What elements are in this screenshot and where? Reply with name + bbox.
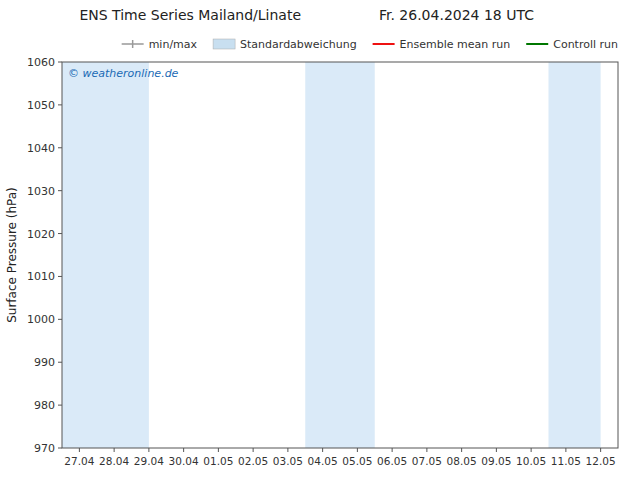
- legend: min/max Standardabweichung Ensemble mean r…: [122, 38, 618, 51]
- title: ENS Time Series Mailand/Linate: [79, 7, 301, 23]
- y-tick: [58, 362, 62, 363]
- x-tick: [565, 448, 566, 452]
- y-tick-label: 1040: [27, 142, 55, 155]
- subtitle: Fr. 26.04.2024 18 UTC: [379, 7, 534, 23]
- x-tick: [600, 448, 601, 452]
- x-tick: [531, 448, 532, 452]
- y-tick-label: 1010: [27, 270, 55, 283]
- legend-swatch: [213, 39, 235, 49]
- x-tick: [253, 448, 254, 452]
- x-tick-label: 06.05: [377, 455, 407, 467]
- legend-label: Standardabweichung: [240, 38, 357, 51]
- x-tick: [218, 448, 219, 452]
- x-tick-label: 04.05: [308, 455, 338, 467]
- x-tick: [392, 448, 393, 452]
- x-tick-label: 12.05: [586, 455, 616, 467]
- y-tick-label: 980: [34, 399, 55, 412]
- legend-label: Ensemble mean run: [400, 38, 511, 51]
- legend-swatch-band: [213, 39, 235, 49]
- y-tick-label: 1020: [27, 228, 55, 241]
- legend-item: Controll run: [526, 38, 618, 51]
- x-tick-label: 09.05: [481, 455, 511, 467]
- legend-label: Controll run: [553, 38, 618, 51]
- legend-swatch: [526, 44, 548, 45]
- y-tick: [58, 319, 62, 320]
- x-tick: [496, 448, 497, 452]
- legend-item: Standardabweichung: [213, 38, 357, 51]
- y-tick: [58, 104, 62, 105]
- y-tick-label: 970: [34, 442, 55, 455]
- y-tick-label: 990: [34, 356, 55, 369]
- x-tick: [287, 448, 288, 452]
- x-tick-label: 29.04: [134, 455, 164, 467]
- y-tick: [58, 62, 62, 63]
- y-tick: [58, 405, 62, 406]
- y-tick: [58, 276, 62, 277]
- y-tick: [58, 190, 62, 191]
- y-tick: [58, 233, 62, 234]
- y-tick-label: 1060: [27, 56, 55, 69]
- x-tick-label: 05.05: [342, 455, 372, 467]
- shaded-range: [305, 62, 375, 448]
- legend-item: min/max: [122, 38, 198, 51]
- x-tick-label: 27.04: [64, 455, 94, 467]
- legend-swatch-line: [526, 43, 548, 45]
- legend-swatch-line: [373, 43, 395, 45]
- x-tick-label: 08.05: [447, 455, 477, 467]
- x-tick: [183, 448, 184, 452]
- shaded-range: [549, 62, 601, 448]
- x-tick-label: 02.05: [238, 455, 268, 467]
- legend-swatch-bar: [132, 40, 134, 48]
- y-tick-label: 1050: [27, 99, 55, 112]
- x-tick-label: 11.05: [551, 455, 581, 467]
- plot-frame: [62, 62, 618, 448]
- x-tick-label: 03.05: [273, 455, 303, 467]
- x-tick-label: 10.05: [516, 455, 546, 467]
- x-tick-label: 01.05: [203, 455, 233, 467]
- x-tick: [148, 448, 149, 452]
- y-tick: [58, 448, 62, 449]
- x-tick: [114, 448, 115, 452]
- legend-swatch: [373, 44, 395, 45]
- plot-area: [62, 62, 601, 448]
- annotation: © weatheronline.de: [68, 67, 179, 80]
- legend-item: Ensemble mean run: [373, 38, 511, 51]
- y-tick: [58, 147, 62, 148]
- plot-background: [62, 62, 618, 448]
- shaded-range: [62, 62, 149, 448]
- y-axis-label: Surface Pressure (hPa): [5, 187, 19, 323]
- legend-swatch: [122, 40, 144, 48]
- x-tick: [426, 448, 427, 452]
- x-tick-label: 30.04: [169, 455, 199, 467]
- x-tick-label: 07.05: [412, 455, 442, 467]
- x-tick: [461, 448, 462, 452]
- x-tick: [322, 448, 323, 452]
- chart: ENS Time Series Mailand/Linate Fr. 26.04.…: [0, 0, 634, 490]
- x-tick-label: 28.04: [99, 455, 129, 467]
- x-tick: [79, 448, 80, 452]
- y-tick-label: 1000: [27, 313, 55, 326]
- y-tick-label: 1030: [27, 185, 55, 198]
- legend-label: min/max: [149, 38, 198, 51]
- x-tick: [357, 448, 358, 452]
